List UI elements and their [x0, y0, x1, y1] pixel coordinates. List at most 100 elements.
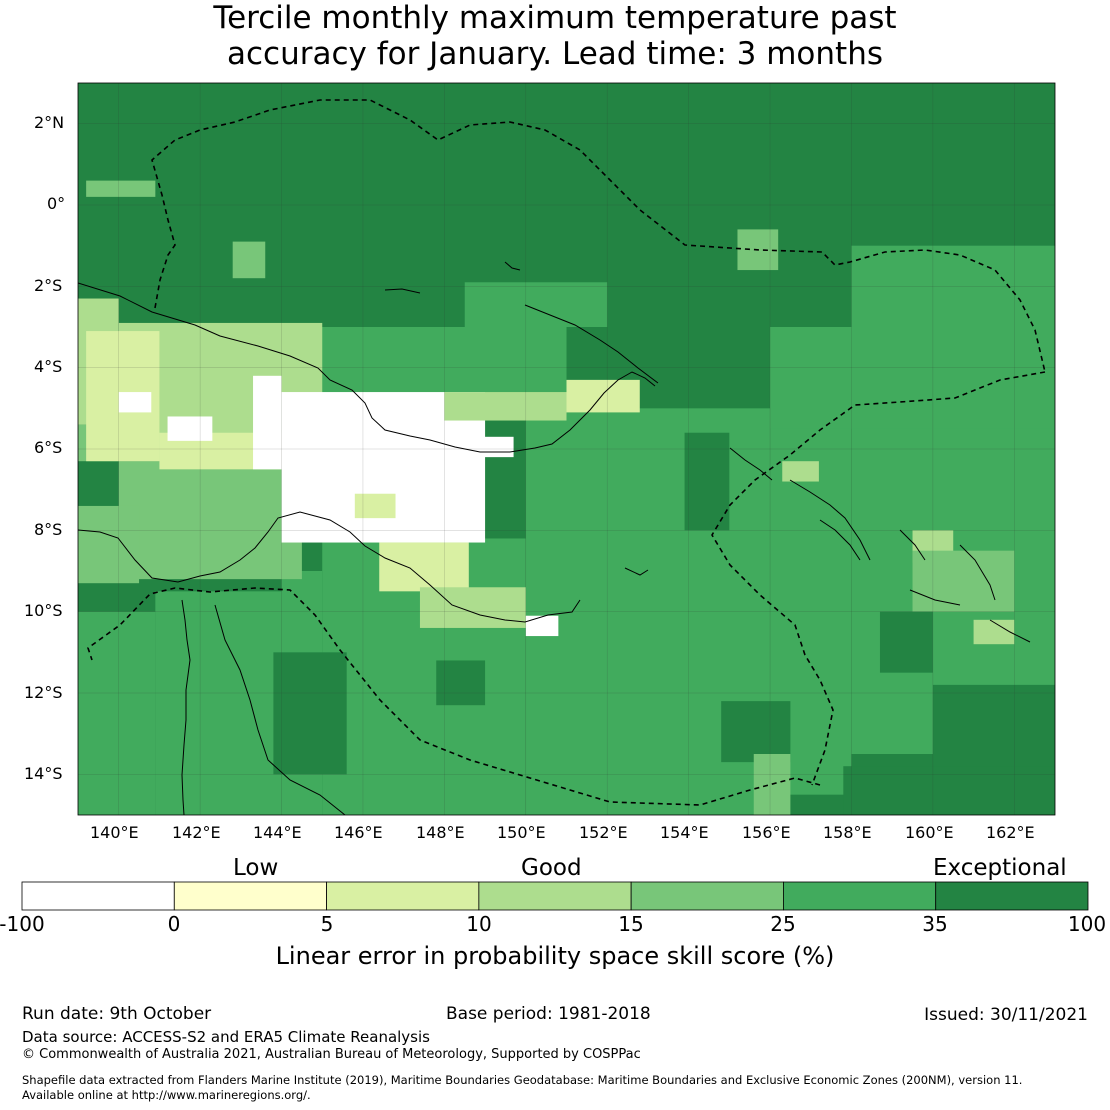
y-tick-label: 2°N [34, 113, 65, 132]
skill-region [932, 684, 1055, 775]
colorbar-tick-label: 0 [167, 912, 181, 936]
map-area [78, 83, 1055, 815]
x-tick-label: 158°E [823, 823, 872, 842]
coastline-solomons-3 [899, 529, 926, 561]
y-tick-label: 4°S [34, 357, 63, 376]
coastline-solomons-7 [624, 567, 649, 576]
skill-region [684, 432, 730, 531]
y-tick-label: 8°S [34, 520, 63, 539]
png-eez-east-boundary [711, 371, 1046, 786]
base-period: Base period: 1981-2018 [446, 1004, 651, 1024]
data-source: Data source: ACCESS-S2 and ERA5 Climate … [22, 1028, 430, 1046]
x-tick-label: 160°E [905, 823, 954, 842]
coastline-solomons-1 [789, 479, 871, 561]
skill-region [419, 587, 526, 628]
colorbar-tick-label: 35 [922, 912, 948, 936]
x-tick-label: 140°E [90, 823, 139, 842]
x-tick-label: 152°E [579, 823, 628, 842]
eez-boundaries [87, 99, 1046, 806]
colorbar-swatch [630, 881, 784, 911]
map-title: Tercile monthly maximum temperature past… [0, 0, 1110, 72]
colorbar-swatch [935, 881, 1089, 911]
coastline-solomons-6 [989, 619, 1031, 643]
colorbar-tick-label: 10 [466, 912, 492, 936]
skill-region [379, 542, 469, 592]
colorbar-swatch [478, 881, 632, 911]
skill-region [86, 180, 156, 197]
coastline-australia-west [181, 599, 191, 815]
x-tick-label: 144°E [253, 823, 302, 842]
skill-region [232, 241, 266, 279]
skill-region [843, 766, 1055, 815]
skill-region [525, 615, 559, 637]
skill-region [464, 282, 608, 327]
colorbar-group-exceptional: Exceptional [933, 855, 1067, 881]
y-tick-label: 2°S [34, 276, 63, 295]
issued-date: Issued: 30/11/2021 [924, 1005, 1088, 1025]
run-date: Run date: 9th October [22, 1004, 212, 1024]
x-tick-label: 142°E [172, 823, 221, 842]
skill-region [155, 591, 282, 815]
y-tick-label: 0° [47, 194, 66, 213]
x-tick-label: 162°E [986, 823, 1035, 842]
skill-region [566, 379, 640, 413]
skill-region [973, 619, 1015, 645]
coastline-new-guinea-north [78, 282, 656, 453]
x-tick-label: 154°E [660, 823, 709, 842]
colorbar-swatch [173, 881, 327, 911]
skill-region [118, 461, 302, 580]
colorbar-tick-label: 100 [1067, 912, 1107, 936]
skill-region [912, 550, 1015, 612]
colorbar-swatch [21, 881, 175, 911]
title-line-1: Tercile monthly maximum temperature past [213, 0, 897, 36]
coastline-solomons-2 [819, 519, 861, 561]
skill-region [879, 611, 933, 673]
coastline-solomons-5 [909, 589, 961, 606]
y-tick-label: 12°S [24, 683, 63, 702]
skill-region [782, 461, 819, 482]
colorbar-tick-label: 5 [320, 912, 334, 936]
graticule [78, 83, 1055, 815]
title-line-2: accuracy for January. Lead time: 3 month… [226, 36, 883, 72]
colorbar [21, 881, 1089, 911]
x-tick-label: 150°E [497, 823, 546, 842]
shapefile-citation-1: Shapefile data extracted from Flanders M… [22, 1073, 1023, 1087]
y-tick-label: 10°S [24, 601, 63, 620]
skill-region [721, 701, 791, 763]
coastline-new-britain [524, 304, 659, 384]
colorbar-swatch [783, 881, 937, 911]
skill-region [118, 392, 152, 413]
skill-region [78, 611, 156, 815]
skill-region [78, 505, 140, 584]
x-tick-label: 156°E [742, 823, 791, 842]
shapefile-citation-2: Available online at http://www.marinereg… [22, 1088, 311, 1102]
coastlines [78, 261, 1031, 815]
colorbar-tick-label: 15 [618, 912, 644, 936]
x-tick-label: 148°E [416, 823, 465, 842]
skill-region [167, 416, 213, 441]
colorbar-group-low: Low [233, 855, 279, 881]
coastline-new-guinea-south [78, 511, 581, 623]
colorbar-swatch [326, 881, 480, 911]
coastline-bougainville [729, 447, 773, 481]
map-frame [77, 82, 1056, 816]
y-tick-label: 6°S [34, 438, 63, 457]
colorbar-tick-label: 25 [770, 912, 796, 936]
colorbar-tick-label: -100 [0, 912, 45, 936]
skill-region [354, 493, 396, 519]
x-tick-label: 146°E [334, 823, 383, 842]
skill-region [444, 392, 567, 421]
coastline-australia-east [214, 604, 346, 815]
y-tick-label: 14°S [24, 764, 63, 783]
skill-region [273, 652, 347, 775]
skill-region [436, 660, 486, 706]
skill-region [851, 245, 1055, 327]
skill-regions [78, 180, 1055, 815]
skill-region [253, 375, 282, 470]
colorbar-group-good: Good [521, 855, 582, 881]
png-eez-south-boundary [87, 587, 821, 806]
skill-region [464, 436, 514, 458]
colorbar-label: Linear error in probability space skill … [275, 942, 835, 970]
copyright: © Commonwealth of Australia 2021, Austra… [22, 1047, 641, 1062]
